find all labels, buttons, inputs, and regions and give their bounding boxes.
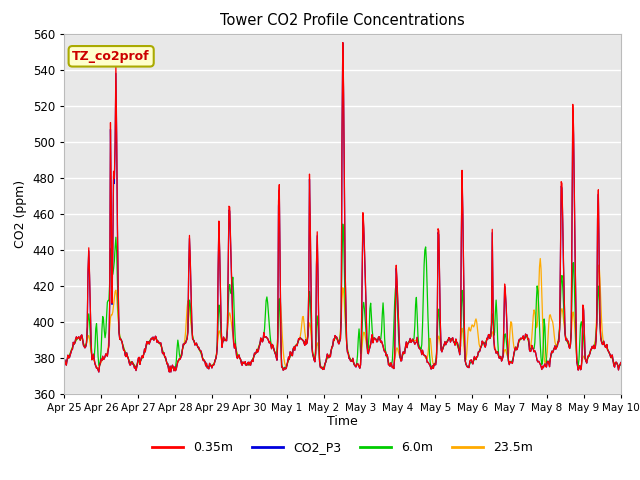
6.0m	[428, 364, 436, 370]
6.0m	[617, 360, 625, 366]
Line: 23.5m: 23.5m	[64, 259, 621, 369]
6.0m	[127, 359, 135, 365]
0.35m	[339, 40, 347, 46]
CO2_P3	[214, 269, 222, 275]
CO2_P3	[128, 359, 136, 365]
6.0m	[70, 341, 78, 347]
23.5m	[127, 359, 135, 365]
0.35m	[60, 358, 68, 364]
CO2_P3	[95, 369, 102, 375]
CO2_P3	[617, 360, 625, 365]
Text: TZ_co2prof: TZ_co2prof	[72, 50, 150, 63]
Line: CO2_P3: CO2_P3	[64, 43, 621, 372]
CO2_P3	[412, 340, 419, 346]
CO2_P3	[70, 341, 78, 347]
6.0m	[185, 308, 193, 314]
6.0m	[167, 366, 175, 372]
23.5m	[60, 359, 68, 364]
CO2_P3	[428, 365, 436, 371]
CO2_P3	[185, 269, 193, 275]
Line: 6.0m: 6.0m	[64, 224, 621, 369]
CO2_P3	[339, 40, 347, 46]
Legend: 0.35m, CO2_P3, 6.0m, 23.5m: 0.35m, CO2_P3, 6.0m, 23.5m	[147, 436, 538, 459]
0.35m	[617, 360, 625, 365]
0.35m	[185, 267, 193, 273]
23.5m	[536, 256, 544, 262]
23.5m	[185, 299, 193, 304]
CO2_P3	[60, 358, 68, 364]
X-axis label: Time: Time	[327, 415, 358, 429]
0.35m	[70, 341, 78, 347]
23.5m	[617, 361, 625, 367]
6.0m	[214, 317, 222, 323]
Y-axis label: CO2 (ppm): CO2 (ppm)	[14, 180, 27, 248]
6.0m	[339, 221, 347, 227]
23.5m	[167, 366, 175, 372]
6.0m	[60, 358, 68, 364]
6.0m	[412, 302, 419, 308]
0.35m	[412, 340, 419, 346]
Title: Tower CO2 Profile Concentrations: Tower CO2 Profile Concentrations	[220, 13, 465, 28]
23.5m	[214, 334, 222, 340]
23.5m	[428, 343, 435, 348]
0.35m	[428, 366, 436, 372]
0.35m	[128, 359, 136, 365]
0.35m	[214, 266, 222, 272]
0.35m	[95, 369, 102, 375]
23.5m	[411, 337, 419, 343]
23.5m	[70, 341, 78, 347]
Line: 0.35m: 0.35m	[64, 43, 621, 372]
